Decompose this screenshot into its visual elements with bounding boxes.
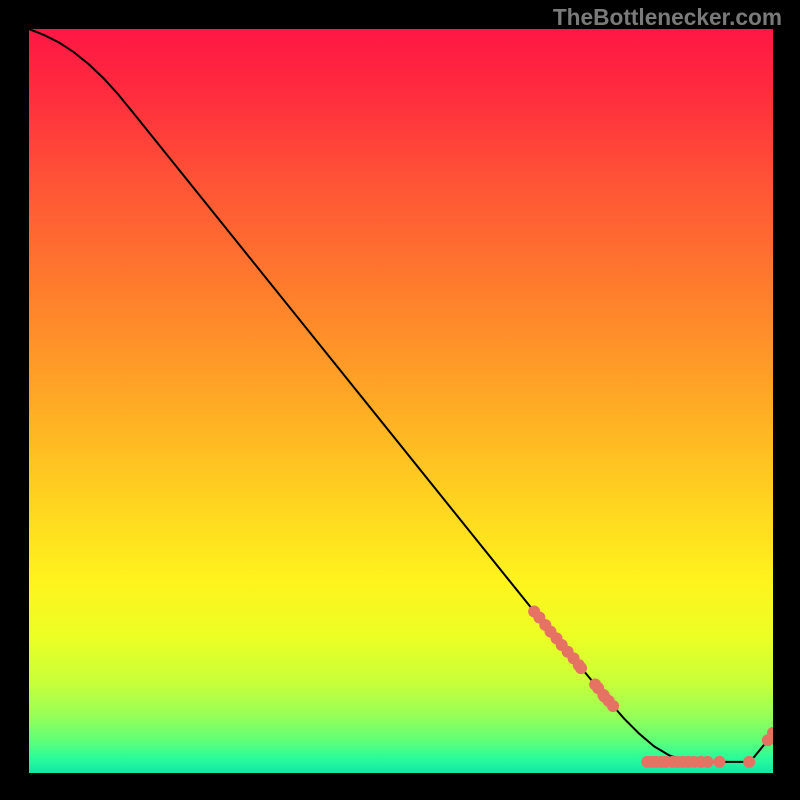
watermark-text: TheBottlenecker.com (553, 4, 782, 31)
scatter-point (713, 756, 725, 768)
chart-svg-layer (29, 29, 773, 773)
plot-area (29, 29, 773, 773)
scatter-point (607, 700, 619, 712)
scatter-point (743, 756, 755, 768)
stage: TheBottlenecker.com (0, 0, 800, 800)
curve-line (29, 29, 773, 762)
scatter-point (575, 662, 587, 674)
scatter-point (702, 756, 714, 768)
